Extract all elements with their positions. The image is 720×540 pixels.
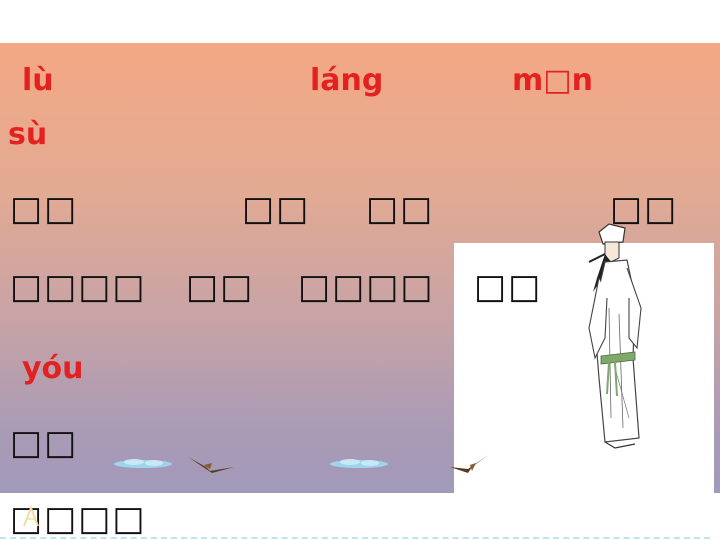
word-2-1: □□□□ (10, 267, 147, 307)
poet-illustration-icon (588, 223, 642, 449)
word-3-1: □□ (10, 423, 79, 463)
word-2-2: □□ (186, 267, 255, 307)
bird-icon (188, 457, 234, 473)
pinyin-you: yóu (22, 351, 84, 386)
poet-picture-panel (454, 243, 714, 501)
word-2-4: □□ (474, 267, 543, 307)
sand-mark-icon (23, 506, 39, 527)
pinyin-lang: láng (310, 63, 384, 98)
pinyin-men: m□n (512, 63, 593, 98)
pinyin-lu: lù (22, 63, 54, 98)
word-2-3: □□□□ (298, 267, 435, 307)
word-1-4: □□ (610, 189, 679, 229)
pinyin-su: sù (8, 117, 48, 152)
word-1-2: □□ (242, 189, 311, 229)
word-1-1: □□ (10, 189, 79, 229)
cloud-icon (114, 459, 172, 468)
dashed-water-line (0, 537, 710, 539)
word-1-3: □□ (366, 189, 435, 229)
bird-icon (450, 455, 488, 473)
cloud-icon (330, 459, 388, 468)
